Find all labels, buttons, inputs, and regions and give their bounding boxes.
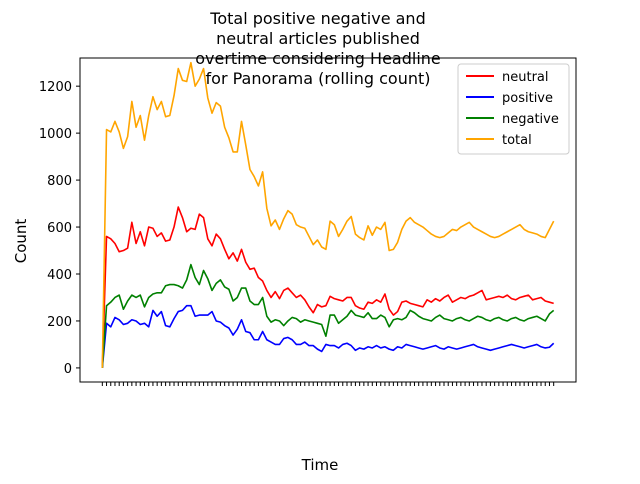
legend-label-positive: positive xyxy=(502,91,553,106)
y-tick-label: 600 xyxy=(47,221,72,236)
y-tick-label: 200 xyxy=(47,315,72,330)
title-line-1: Total positive negative and xyxy=(209,9,425,28)
legend-label-total: total xyxy=(502,133,532,148)
chart-title: Total positive negative and neutral arti… xyxy=(195,9,441,88)
title-line-4: for Panorama (rolling count) xyxy=(206,69,431,88)
legend-box xyxy=(457,63,570,155)
y-tick-label: 1000 xyxy=(39,127,72,142)
y-axis-ticks: 0 200 400 600 800 1000 1200 xyxy=(39,80,80,377)
series-line-total xyxy=(101,61,555,368)
x-axis-label: Time xyxy=(301,456,339,474)
legend-label-neutral: neutral xyxy=(502,70,549,85)
y-tick-label: 800 xyxy=(47,174,72,189)
y-axis-label: Count xyxy=(12,219,30,264)
series-line-negative xyxy=(101,263,555,368)
axes-frame xyxy=(79,57,577,383)
y-tick-label: 400 xyxy=(47,268,72,283)
y-tick-label: 1200 xyxy=(39,80,72,95)
y-tick-label: 0 xyxy=(64,362,72,377)
legend: neutral positive negative total xyxy=(457,63,570,155)
series-lines xyxy=(101,61,555,368)
series-line-positive xyxy=(101,304,555,368)
title-line-2: neutral articles published xyxy=(216,29,420,48)
x-axis-ticks xyxy=(101,382,555,386)
series-line-neutral xyxy=(101,206,554,368)
legend-label-negative: negative xyxy=(502,112,559,127)
